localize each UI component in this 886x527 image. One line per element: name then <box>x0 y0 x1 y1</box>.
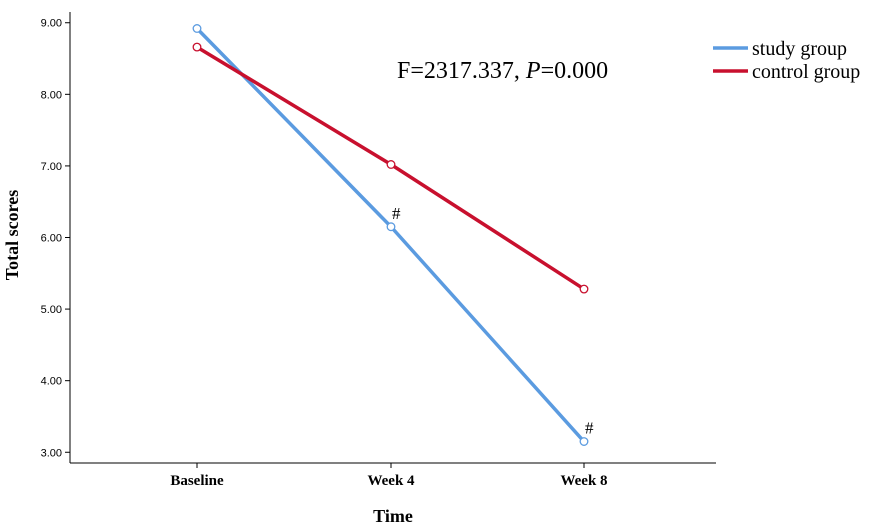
data-point-study-group <box>579 437 589 446</box>
x-tick-label: Week 8 <box>560 473 607 489</box>
x-axis-ticks: Baseline Week 4 Week 8 <box>170 463 608 489</box>
y-tick-label: 7.00 <box>41 161 62 173</box>
annotation-suffix: =0.000 <box>541 58 609 84</box>
y-axis-title: Total scores <box>2 190 22 281</box>
x-tick-label: Baseline <box>170 473 224 489</box>
y-tick-label: 5.00 <box>41 304 62 316</box>
data-point-study-group <box>386 222 396 232</box>
statistic-annotation: F=2317.337, P=0.000 <box>397 58 608 84</box>
y-axis-ticks: 3.00 4.00 5.00 6.00 7.00 8.00 9.00 <box>41 18 70 459</box>
y-tick-label: 6.00 <box>41 233 62 245</box>
data-point-control-group <box>192 42 202 52</box>
significance-marker: # <box>392 204 401 223</box>
y-tick-label: 3.00 <box>41 447 62 459</box>
series-line-study-group <box>195 27 586 443</box>
legend-label-control-group: control group <box>752 61 860 83</box>
y-tick-label: 9.00 <box>41 18 62 30</box>
significance-marker: # <box>585 419 594 438</box>
data-point-control-group <box>386 160 396 169</box>
y-tick-label: 8.00 <box>41 89 62 101</box>
data-point-study-group <box>192 24 202 33</box>
data-point-control-group <box>579 284 589 294</box>
x-tick-label: Week 4 <box>367 473 415 489</box>
series-layer: ## <box>192 24 594 446</box>
x-axis-title: Time <box>373 506 413 526</box>
y-tick-label: 4.00 <box>41 376 62 388</box>
legend-label-study-group: study group <box>752 38 847 60</box>
annotation-prefix: F=2317.337, <box>397 58 526 84</box>
legend: study group control group <box>713 38 860 83</box>
annotation-p-symbol: P <box>525 58 541 84</box>
